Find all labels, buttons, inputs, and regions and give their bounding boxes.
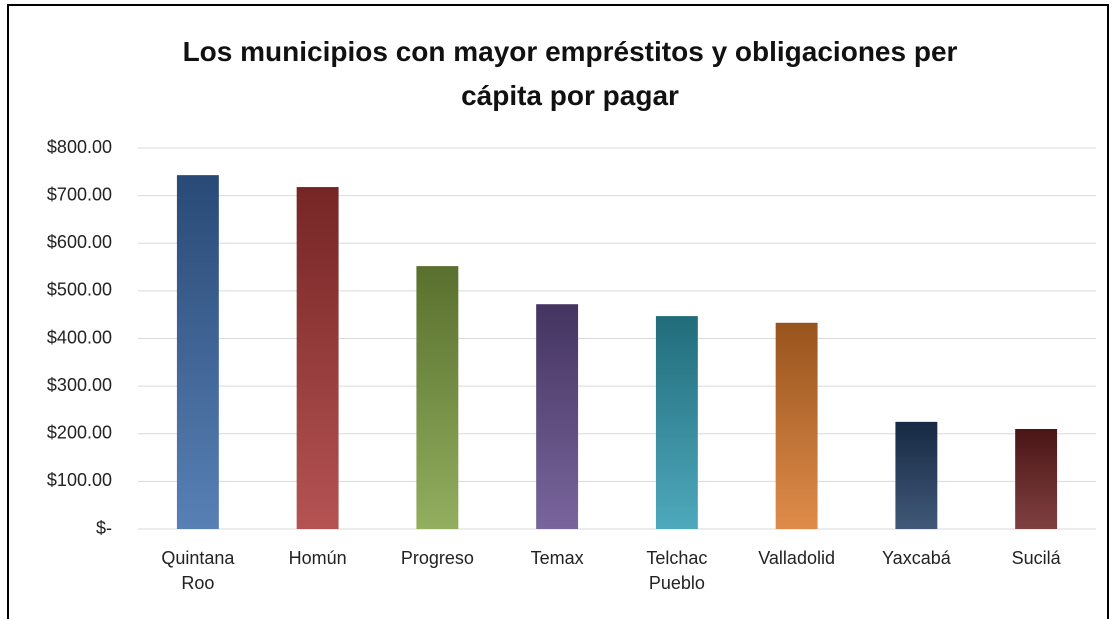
y-tick-label: $- bbox=[96, 518, 112, 538]
y-tick-label: $200.00 bbox=[47, 423, 112, 443]
x-tick-label: Yaxcabá bbox=[882, 548, 951, 568]
x-tick-label: Telchac Pueblo bbox=[646, 548, 708, 593]
x-tick-label: Progreso bbox=[400, 548, 474, 568]
chart-border bbox=[7, 4, 1109, 619]
y-tick-label: $400.00 bbox=[47, 327, 112, 347]
y-tick-label: $700.00 bbox=[47, 184, 112, 204]
bar bbox=[655, 316, 698, 529]
y-tick-label: $100.00 bbox=[47, 470, 112, 490]
bar bbox=[536, 304, 579, 529]
y-tick-label: $600.00 bbox=[47, 232, 112, 252]
x-tick-label: Homún bbox=[288, 548, 347, 568]
bar bbox=[416, 266, 459, 529]
x-tick-label: Sucilá bbox=[1011, 548, 1061, 568]
bar bbox=[775, 322, 818, 529]
y-tick-label: $300.00 bbox=[47, 375, 112, 395]
bar bbox=[1015, 428, 1058, 529]
x-tick-label: Valladolid bbox=[758, 548, 835, 568]
bar bbox=[895, 421, 938, 529]
bar bbox=[176, 175, 219, 530]
chart-title: Los municipios con mayor empréstitos y o… bbox=[182, 36, 958, 111]
bar bbox=[296, 187, 339, 530]
x-tick-label: Quintana Roo bbox=[161, 548, 235, 593]
y-tick-label: $500.00 bbox=[47, 280, 112, 300]
y-tick-label: $800.00 bbox=[47, 137, 112, 157]
x-tick-label: Temax bbox=[530, 548, 584, 568]
